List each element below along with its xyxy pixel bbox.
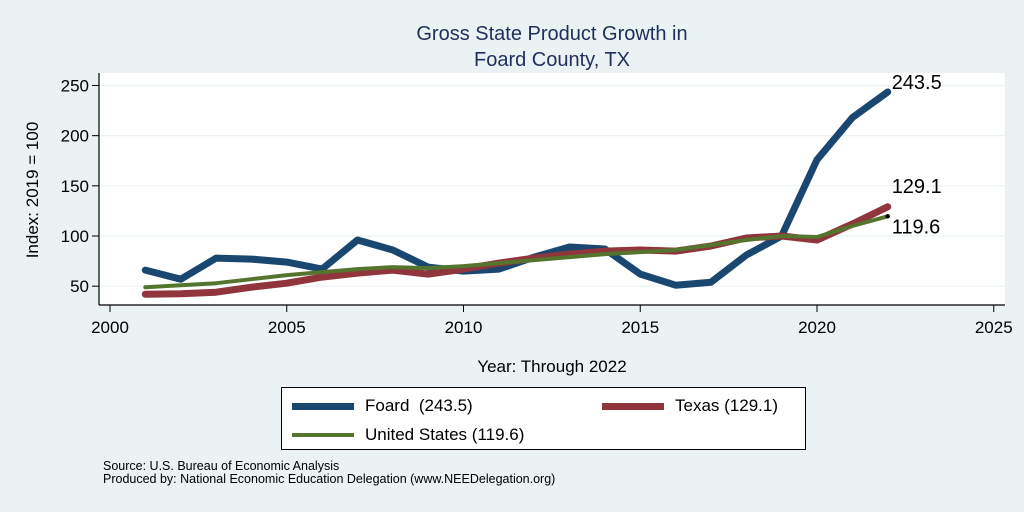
line-united-states bbox=[143, 214, 890, 290]
chart-title-line-1: Gross State Product Growth in bbox=[416, 23, 687, 45]
y-tick-label-50: 50 bbox=[70, 277, 89, 296]
axes: 50 100 150 200 250 2000 2005 2010 2015 2020 2025 bbox=[61, 73, 1013, 337]
legend-item-foard: Foard (243.5) bbox=[292, 396, 473, 416]
legend-swatch-texas bbox=[602, 402, 664, 410]
series-layer bbox=[141, 88, 892, 298]
x-tick-label-2015: 2015 bbox=[621, 318, 659, 337]
y-tick-label-150: 150 bbox=[61, 177, 89, 196]
chart-title-line-2: Foard County, TX bbox=[474, 49, 630, 71]
x-tick-label-2000: 2000 bbox=[91, 318, 129, 337]
y-tick-label-200: 200 bbox=[61, 127, 89, 146]
legend-label-foard: Foard (243.5) bbox=[365, 396, 473, 415]
plot-area bbox=[99, 73, 1005, 305]
legend-swatch-foard bbox=[292, 402, 354, 410]
end-marker-united-states bbox=[885, 214, 890, 219]
legend-item-united-states: United States (119.6) bbox=[292, 425, 524, 445]
y-axis-title: Index: 2019 = 100 bbox=[23, 122, 42, 259]
legend: Foard (243.5) Texas (129.1) United State… bbox=[281, 387, 806, 450]
y-tick-label-100: 100 bbox=[61, 227, 89, 246]
legend-item-texas: Texas (129.1) bbox=[602, 396, 778, 416]
y-tick-label-250: 250 bbox=[61, 76, 89, 95]
x-tick-label-2025: 2025 bbox=[975, 318, 1013, 337]
x-tick-label-2020: 2020 bbox=[798, 318, 836, 337]
chart-notes: Source: U.S. Bureau of Economic Analysis… bbox=[103, 460, 555, 486]
x-tick-label-2005: 2005 bbox=[268, 318, 306, 337]
x-axis-title: Year: Through 2022 bbox=[477, 357, 626, 376]
producer-note: Produced by: National Economic Education… bbox=[103, 472, 556, 486]
x-tick-label-2010: 2010 bbox=[445, 318, 483, 337]
end-label-texas: 129.1 bbox=[892, 176, 942, 198]
series-united-states bbox=[143, 214, 890, 290]
legend-swatch-united-states bbox=[292, 433, 354, 437]
legend-label-texas: Texas (129.1) bbox=[675, 396, 778, 415]
end-labels: 243.5 129.1 119.6 bbox=[892, 72, 942, 238]
end-label-united-states: 119.6 bbox=[892, 216, 941, 238]
legend-label-united-states: United States (119.6) bbox=[365, 425, 525, 444]
source-note: Source: U.S. Bureau of Economic Analysis bbox=[103, 459, 340, 473]
end-label-foard: 243.5 bbox=[892, 72, 942, 94]
